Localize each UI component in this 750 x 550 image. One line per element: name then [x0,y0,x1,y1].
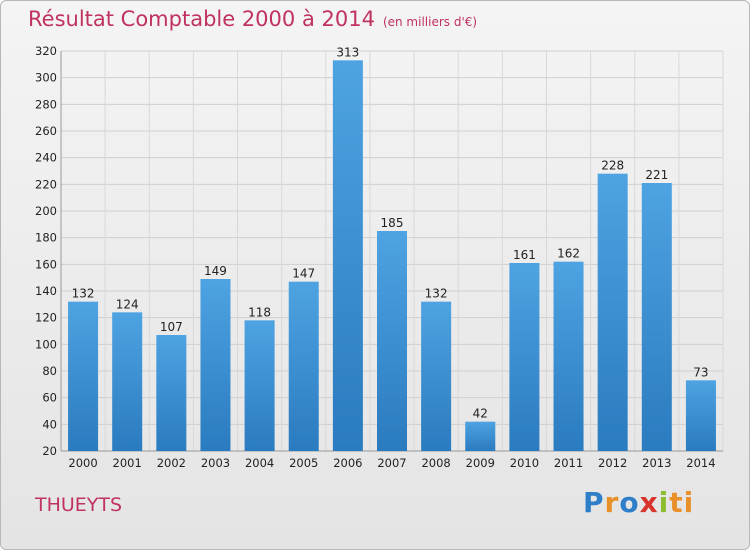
x-tick-label: 2014 [686,456,715,470]
y-tick-label: 80 [42,364,57,378]
data-label: 228 [601,159,624,173]
bar [332,60,363,451]
y-tick-label: 120 [35,311,57,325]
data-label: 185 [381,216,404,230]
y-tick-label: 220 [35,177,57,191]
x-tick-label: 2004 [245,456,274,470]
y-tick-label: 300 [35,71,57,85]
x-tick-label: 2007 [377,456,406,470]
y-tick-label: 60 [42,391,57,405]
data-label: 221 [645,168,668,182]
data-label: 107 [160,320,183,334]
x-tick-label: 2011 [554,456,583,470]
logo-letter: ti [669,486,695,519]
logo-letter: o [619,486,640,519]
bar [465,421,496,451]
y-tick-label: 160 [35,257,57,271]
logo-letter: r [604,486,620,519]
labels: 20 40 60 80 100 120 140 160 180 200 220 240 260 280 30… [35,44,716,470]
data-label: 161 [513,248,536,262]
x-tick-label: 2000 [68,456,97,470]
bar [112,312,143,451]
x-tick-label: 2003 [201,456,230,470]
y-tick-label: 20 [42,444,57,458]
commune-name: THUEYTS [35,494,123,516]
data-label: 118 [248,305,271,319]
x-tick-label: 2006 [333,456,362,470]
bar [597,173,628,451]
data-label: 73 [693,365,708,379]
bar [685,380,716,451]
bar [376,231,408,451]
x-tick-label: 2005 [289,456,318,470]
x-tick-label: 2012 [598,456,627,470]
y-tick-label: 240 [35,151,57,165]
x-tick-label: 2013 [642,456,671,470]
x-tick-label: 2009 [466,456,495,470]
y-tick-label: 100 [35,337,57,351]
data-label: 147 [292,267,315,281]
bar [68,301,99,451]
logo-letter: x [639,486,659,519]
chart-subtitle: (en milliers d'€) [382,15,478,29]
y-tick-label: 320 [35,44,57,58]
data-label: 162 [557,247,580,261]
x-tick-label: 2010 [510,456,539,470]
bar [421,301,452,451]
chart-title-block: Résultat Comptable 2000 à 2014 (en millie… [28,7,477,31]
x-tick-label: 2008 [421,456,450,470]
chart-title: Résultat Comptable 2000 à 2014 [28,7,375,31]
y-tick-label: 260 [35,124,57,138]
data-label: 132 [72,287,95,301]
proxiti-logo: Proxiti [583,486,694,519]
x-tick-label: 2002 [157,456,186,470]
bar [156,335,187,451]
y-tick-label: 180 [35,231,57,245]
data-label: 132 [425,287,448,301]
data-label: 313 [336,45,359,59]
x-tick-label: 2001 [113,456,142,470]
y-tick-label: 140 [35,284,57,298]
bar [244,320,275,451]
y-tick-label: 40 [42,417,57,431]
bars [68,60,716,451]
data-label: 124 [116,297,139,311]
bar [288,281,319,451]
y-tick-label: 280 [35,97,57,111]
bar [641,183,672,451]
y-tick-label: 200 [35,204,57,218]
data-label: 42 [473,407,488,421]
logo-letter: i [658,486,670,519]
logo-letter: P [583,486,605,519]
bar [553,261,584,451]
data-label: 149 [204,264,227,278]
bar [509,263,540,451]
bar [200,279,231,451]
